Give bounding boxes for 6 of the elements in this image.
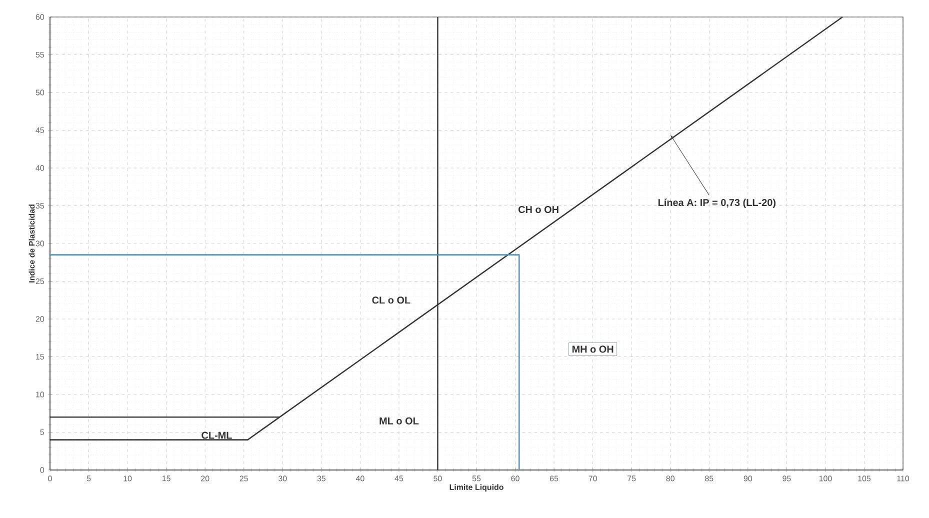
annotation: ML o OL [380, 417, 419, 424]
annotation: CL-ML [202, 432, 232, 439]
annotation: CL o OL [372, 296, 410, 304]
annotation: Línea A: IP = 0,73 (LL-20) [658, 198, 776, 208]
annotation: MH o OH [572, 346, 614, 353]
annotation: CH o OH [518, 206, 558, 214]
